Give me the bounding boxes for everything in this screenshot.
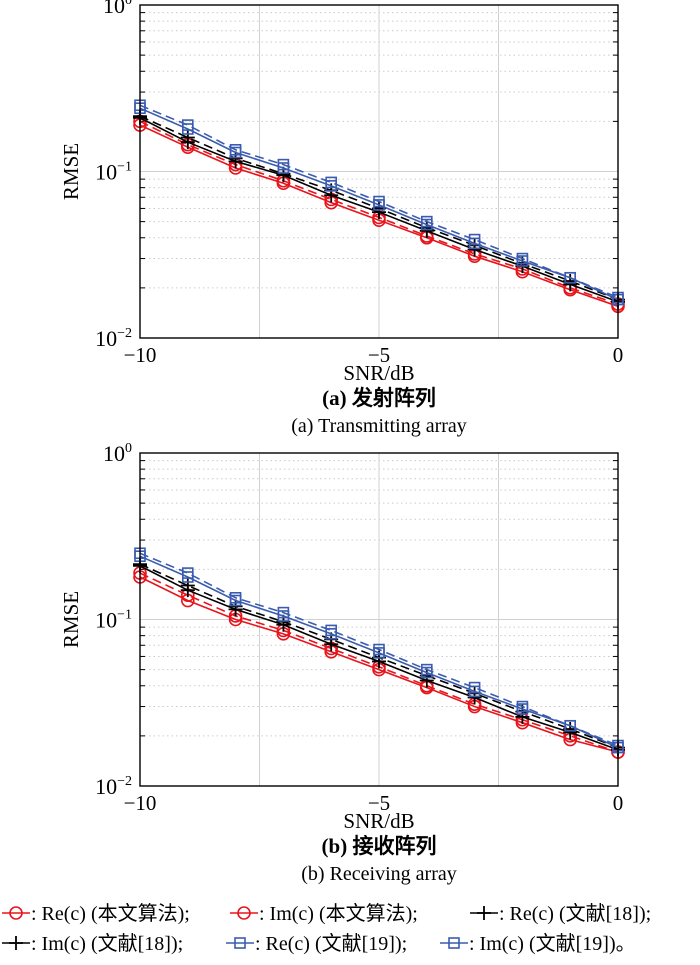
x-tick-label: −5 bbox=[368, 343, 390, 367]
data-point bbox=[564, 271, 577, 284]
legend-label: : Re(c) (本文算法); bbox=[31, 902, 190, 925]
subplot-title: (a) 发射阵列 bbox=[322, 386, 436, 410]
data-point bbox=[182, 119, 194, 131]
y-tick-label: 100 bbox=[103, 0, 132, 18]
y-tick-base: 10 bbox=[95, 160, 117, 185]
data-point bbox=[420, 215, 433, 228]
y-tick-base: 10 bbox=[95, 774, 117, 799]
y-tick-exponent: −2 bbox=[117, 774, 132, 789]
data-point bbox=[516, 252, 529, 265]
y-tick-exponent: −1 bbox=[117, 608, 132, 623]
legend-item: : Re(c) (文献[18]); bbox=[470, 902, 651, 925]
legend-label: : Re(c) (文献[19]); bbox=[255, 932, 407, 955]
y-axis-label: RMSE bbox=[59, 591, 83, 648]
y-tick-label: 10−2 bbox=[95, 326, 132, 351]
data-point bbox=[468, 233, 481, 246]
data-point bbox=[182, 567, 194, 579]
legend-marker bbox=[9, 936, 23, 950]
y-tick-label: 10−2 bbox=[95, 774, 132, 799]
data-point bbox=[325, 176, 338, 189]
legend-label: : Im(c) (文献[19])。 bbox=[469, 932, 636, 955]
legend-item: : Im(c) (文献[18]); bbox=[2, 932, 183, 955]
y-tick-label: 100 bbox=[103, 441, 132, 466]
subplot-title: (b) 接收阵列 bbox=[322, 834, 437, 858]
series-line bbox=[139, 107, 619, 301]
y-tick-exponent: −1 bbox=[117, 160, 132, 175]
legend-item: : Re(c) (文献[19]); bbox=[226, 932, 407, 955]
legend-label: : Re(c) (文献[18]); bbox=[499, 902, 651, 925]
y-tick-base: 10 bbox=[103, 441, 125, 466]
legend-label: : Im(c) (文献[18]); bbox=[31, 932, 183, 955]
x-tick-label: −10 bbox=[124, 791, 157, 815]
series-5 bbox=[134, 99, 624, 304]
x-axis-label: SNR/dB bbox=[343, 809, 414, 833]
legend-marker bbox=[477, 906, 491, 920]
y-tick-base: 10 bbox=[95, 326, 117, 351]
legend-marker bbox=[237, 906, 251, 920]
subplot-subtitle: (a) Transmitting array bbox=[291, 415, 467, 437]
legend: : Re(c) (本文算法); : Im(c) (本文算法); : Re(c) (文… bbox=[2, 902, 651, 955]
data-point bbox=[277, 158, 290, 171]
y-tick-base: 10 bbox=[95, 608, 117, 633]
series-line bbox=[139, 552, 619, 747]
x-tick-label: −5 bbox=[368, 791, 390, 815]
x-tick-label: −10 bbox=[124, 343, 157, 367]
data-point bbox=[420, 663, 433, 676]
x-axis-label: SNR/dB bbox=[343, 361, 414, 385]
data-point bbox=[229, 591, 242, 604]
data-point bbox=[180, 130, 195, 145]
y-tick-exponent: 0 bbox=[125, 441, 132, 456]
data-point bbox=[180, 578, 195, 593]
y-tick-label: 10−1 bbox=[95, 160, 132, 185]
series-line bbox=[139, 104, 619, 299]
subplot-subtitle: (b) Receiving array bbox=[301, 863, 456, 885]
data-point bbox=[468, 681, 481, 694]
legend-marker bbox=[448, 937, 460, 949]
x-tick-label: 0 bbox=[613, 343, 624, 367]
series-line bbox=[139, 555, 619, 749]
series-line bbox=[139, 124, 619, 308]
data-point bbox=[229, 143, 242, 156]
y-axis-label: RMSE bbox=[59, 143, 83, 200]
y-tick-label: 10−1 bbox=[95, 608, 132, 633]
legend-marker bbox=[9, 906, 23, 920]
y-tick-exponent: −2 bbox=[117, 326, 132, 341]
legend-item: : Im(c) (本文算法); bbox=[230, 902, 418, 925]
data-point bbox=[373, 643, 385, 656]
y-tick-exponent: 0 bbox=[125, 0, 132, 8]
data-point bbox=[564, 719, 577, 732]
legend-marker bbox=[234, 937, 246, 949]
x-tick-label: 0 bbox=[613, 791, 624, 815]
axes-frame bbox=[139, 452, 619, 787]
legend-item: : Im(c) (文献[19])。 bbox=[440, 932, 636, 955]
data-point bbox=[516, 700, 529, 713]
data-point bbox=[325, 624, 338, 637]
series-line bbox=[139, 576, 619, 753]
legend-item: : Re(c) (本文算法); bbox=[2, 902, 190, 925]
data-point bbox=[277, 606, 290, 619]
legend-label: : Im(c) (本文算法); bbox=[259, 902, 418, 925]
y-tick-base: 10 bbox=[103, 0, 125, 18]
axes-frame bbox=[139, 4, 619, 339]
data-point bbox=[373, 195, 385, 208]
